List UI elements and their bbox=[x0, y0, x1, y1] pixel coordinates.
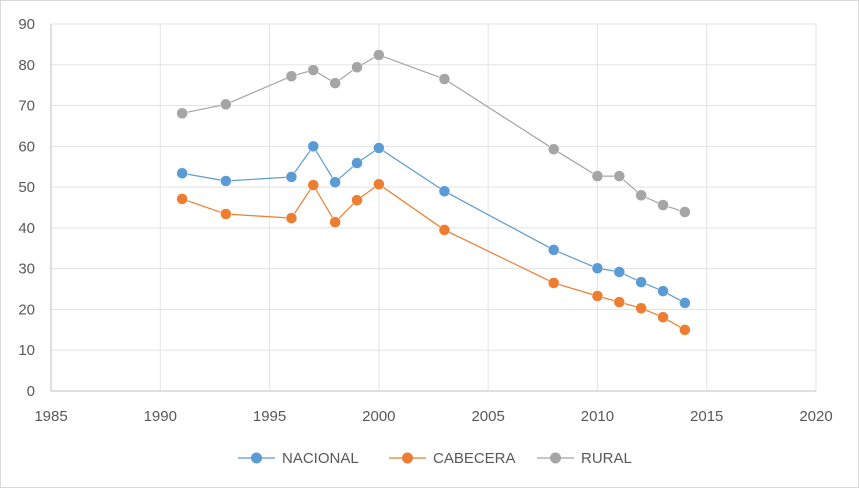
legend-label-nacional: NACIONAL bbox=[282, 450, 359, 467]
data-point-cabecera bbox=[373, 178, 385, 191]
data-point-rural bbox=[329, 77, 341, 89]
data-point-cabecera bbox=[438, 224, 451, 236]
x-tick-label: 2005 bbox=[471, 408, 504, 425]
y-tick-label: 10 bbox=[18, 342, 35, 359]
data-point-cabecera bbox=[220, 208, 232, 220]
data-point-nacional bbox=[679, 297, 691, 309]
data-point-cabecera bbox=[657, 311, 669, 323]
y-tick-label: 60 bbox=[18, 138, 35, 155]
legend-marker-rural bbox=[550, 452, 561, 464]
x-tick-label: 2015 bbox=[690, 408, 723, 425]
data-point-rural bbox=[635, 189, 647, 202]
legend-label-cabecera: CABECERA bbox=[433, 450, 516, 467]
data-point-rural bbox=[176, 107, 188, 120]
data-point-cabecera bbox=[329, 216, 341, 228]
x-tick-label: 2020 bbox=[799, 408, 832, 425]
y-tick-label: 90 bbox=[18, 16, 35, 33]
y-tick-label: 30 bbox=[18, 261, 35, 278]
x-tick-label: 1995 bbox=[253, 408, 286, 425]
data-point-cabecera bbox=[351, 194, 363, 206]
data-point-nacional bbox=[329, 176, 341, 188]
data-point-rural bbox=[613, 170, 626, 182]
y-tick-label: 70 bbox=[18, 98, 35, 115]
data-point-cabecera bbox=[679, 324, 691, 336]
data-point-rural bbox=[285, 70, 298, 82]
legend-label-rural: RURAL bbox=[581, 450, 632, 467]
x-tick-label: 1990 bbox=[144, 408, 177, 425]
y-tick-label: 50 bbox=[18, 179, 35, 196]
legend-marker-cabecera bbox=[402, 452, 413, 464]
data-point-nacional bbox=[613, 266, 626, 278]
data-point-nacional bbox=[591, 262, 604, 275]
data-point-cabecera bbox=[285, 212, 298, 224]
series-line-cabecera bbox=[181, 183, 686, 331]
series-line-nacional bbox=[182, 145, 686, 304]
legend-marker-nacional bbox=[251, 452, 262, 464]
y-tick-label: 40 bbox=[18, 220, 35, 237]
data-point-rural bbox=[657, 199, 669, 211]
data-point-rural bbox=[307, 64, 320, 76]
data-point-nacional bbox=[373, 142, 385, 154]
data-point-rural bbox=[373, 49, 385, 61]
data-point-rural bbox=[351, 61, 363, 73]
data-point-nacional bbox=[438, 185, 451, 197]
data-point-cabecera bbox=[613, 296, 626, 308]
data-point-nacional bbox=[657, 285, 669, 297]
x-tick-label: 1985 bbox=[34, 408, 67, 425]
data-point-cabecera bbox=[635, 302, 647, 314]
y-tick-label: 80 bbox=[18, 57, 35, 74]
series-line-rural bbox=[182, 54, 686, 213]
y-tick-label: 0 bbox=[27, 383, 35, 400]
data-point-cabecera bbox=[591, 290, 604, 302]
data-point-rural bbox=[438, 73, 451, 85]
data-point-nacional bbox=[176, 167, 188, 179]
data-point-cabecera bbox=[547, 277, 560, 289]
data-point-nacional bbox=[220, 175, 232, 187]
data-point-nacional bbox=[285, 171, 298, 183]
data-point-nacional bbox=[351, 157, 363, 169]
data-point-cabecera bbox=[176, 193, 188, 205]
data-point-rural bbox=[220, 98, 232, 111]
x-tick-label: 2000 bbox=[362, 408, 395, 425]
data-point-rural bbox=[591, 170, 604, 182]
data-point-cabecera bbox=[307, 179, 320, 191]
data-point-nacional bbox=[635, 276, 647, 288]
y-tick-label: 20 bbox=[18, 301, 35, 318]
data-point-rural bbox=[547, 143, 560, 155]
x-tick-label: 2010 bbox=[581, 408, 614, 425]
data-point-nacional bbox=[547, 244, 560, 256]
data-point-nacional bbox=[307, 140, 320, 153]
data-point-rural bbox=[679, 206, 691, 218]
